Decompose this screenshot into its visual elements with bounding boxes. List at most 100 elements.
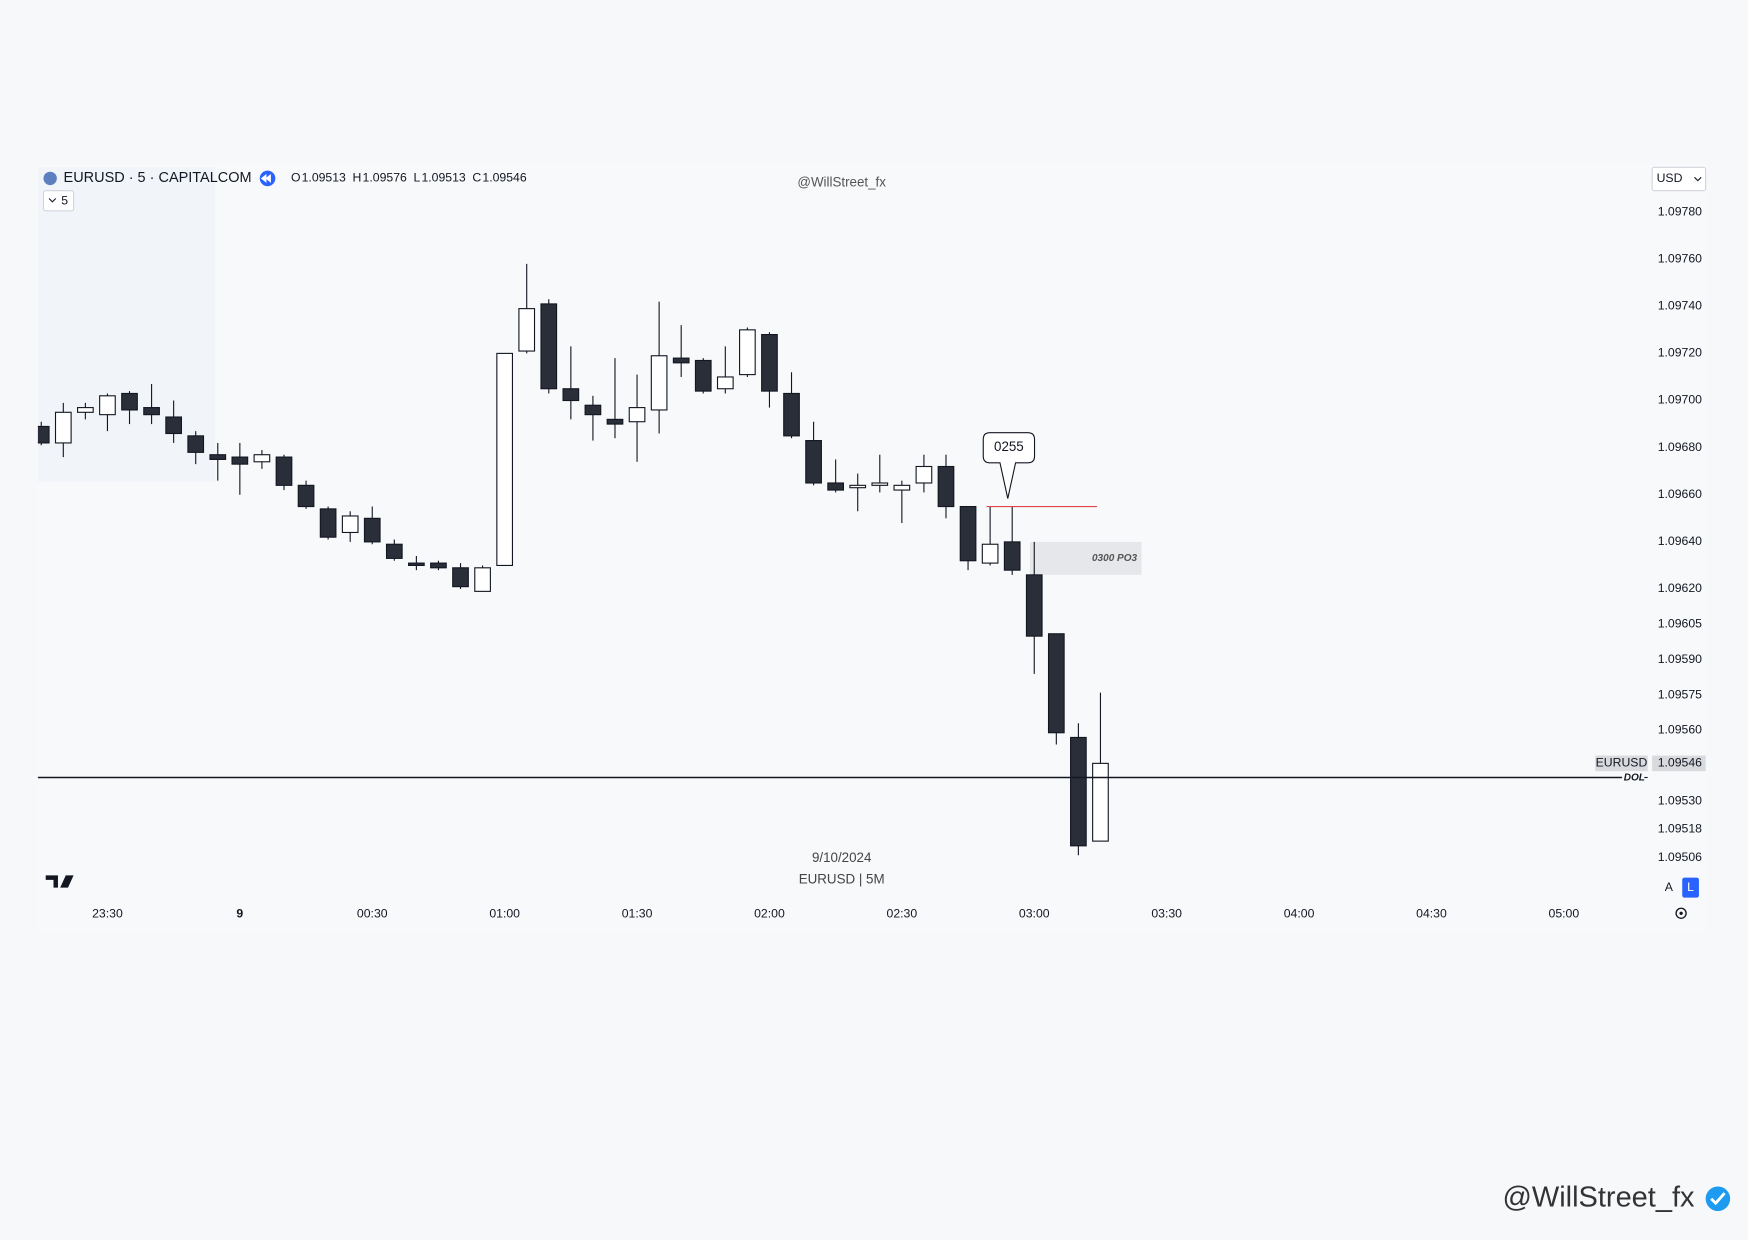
candle-body: [297, 484, 315, 508]
plot: [37, 263, 1142, 856]
x-tick-label: 02:00: [754, 907, 785, 921]
ohlc-value: 1.09576: [363, 171, 407, 185]
y-tick-label: 1.09590: [1658, 652, 1702, 666]
candle-body: [1025, 574, 1043, 637]
interval-dropdown[interactable]: [42, 190, 75, 212]
y-tick-label: 1.09720: [1658, 346, 1702, 360]
candle-body: [187, 435, 205, 453]
y-tick-label: 1.09760: [1658, 251, 1702, 265]
candle-body: [408, 562, 425, 567]
candle-body: [937, 465, 955, 508]
candle-body: [981, 543, 999, 564]
y-tick-label: 1.09506: [1658, 850, 1702, 864]
ohlc-legend: O1.09513 H1.09576 L1.09513 C1.09546: [291, 171, 527, 185]
x-tick-label: 01:30: [622, 907, 653, 921]
ohlc-value: 1.09546: [482, 171, 526, 185]
y-tick-label: 1.09640: [1658, 534, 1702, 548]
candle-body: [915, 465, 933, 484]
price-tag-symbol: EURUSD: [1596, 756, 1648, 770]
y-tick-label: 1.09530: [1658, 793, 1702, 807]
candle-body: [319, 508, 337, 538]
candle-body: [1070, 736, 1087, 847]
currency: USD: [1657, 171, 1683, 185]
candle-body: [209, 454, 227, 460]
caption: EURUSD | 5M: [799, 871, 885, 886]
replay-icon: [260, 173, 271, 183]
candle-body: [165, 416, 183, 435]
candle-body: [1047, 633, 1065, 734]
price-tag-value-bg: [1652, 755, 1706, 772]
x-tick-label: 04:00: [1284, 907, 1315, 921]
log-scale-bg[interactable]: [1682, 877, 1699, 898]
log-scale-button[interactable]: L: [1687, 880, 1694, 894]
candle-body: [99, 395, 116, 416]
candle-body: [893, 484, 911, 491]
chevron: [1694, 176, 1702, 182]
x-tick-label: 00:30: [357, 907, 388, 921]
candle-body: [849, 484, 867, 489]
candle-body: [584, 404, 602, 416]
auto-scale-button[interactable]: A: [1665, 880, 1674, 894]
x-tick-label: 23:30: [92, 907, 123, 921]
candle-body: [1092, 762, 1109, 842]
x-tick-label: 01:00: [489, 907, 520, 921]
candle-body: [231, 456, 249, 465]
currency-dropdown[interactable]: [1651, 166, 1707, 192]
settings-dot: [1679, 911, 1683, 915]
candle-body: [452, 567, 469, 588]
candle-body: [385, 543, 403, 559]
x-tick-label: 03:00: [1019, 907, 1050, 921]
check: [1710, 1192, 1726, 1206]
y-tick-label: 1.09780: [1658, 204, 1702, 218]
candle-body: [562, 388, 580, 402]
watermark: @WillStreet_fx: [797, 174, 886, 189]
chevron: [48, 198, 57, 203]
callout-box: [982, 432, 1036, 499]
candle-body: [341, 515, 359, 534]
candle-body: [805, 440, 822, 484]
candle-body: [518, 308, 536, 352]
date-label: 9/10/2024: [812, 850, 872, 865]
y-tick-label: 1.09680: [1658, 440, 1702, 454]
candle-body: [54, 411, 72, 444]
candle-body: [871, 482, 889, 486]
candle-body: [827, 482, 845, 491]
candle-body: [1003, 541, 1021, 571]
candle-body: [540, 303, 558, 390]
zone: [1030, 541, 1142, 575]
candle-body: [672, 357, 690, 364]
ohlc-value: 1.09513: [421, 171, 465, 185]
candle-body: [121, 392, 138, 411]
candle-body: [275, 456, 293, 486]
candle-body: [363, 517, 381, 543]
candle-body: [143, 407, 160, 416]
y-tick-label: 1.09575: [1658, 687, 1702, 701]
settings-button[interactable]: [1675, 907, 1687, 919]
candle-body: [474, 567, 491, 592]
x-tick-label: 05:00: [1549, 907, 1580, 921]
candle-body: [37, 425, 50, 444]
ohlc-key: O: [291, 171, 301, 185]
price-tag-bg: [1595, 755, 1648, 772]
y-tick-label: 1.09560: [1658, 723, 1702, 737]
candle-body: [761, 333, 778, 392]
callout-text: 0255: [994, 439, 1024, 454]
x-tick-label: 9: [236, 907, 243, 921]
y-tick-label: 1.09605: [1658, 617, 1702, 631]
candle-body: [783, 392, 800, 437]
candle-body: [253, 454, 271, 463]
handle: @WillStreet_fx: [1503, 1181, 1695, 1213]
x-tick-label: 04:30: [1416, 907, 1447, 921]
candle-body: [959, 505, 977, 562]
candle-body: [430, 562, 447, 569]
price-tag-value: 1.09546: [1658, 756, 1702, 770]
candle-body: [628, 407, 646, 423]
y-tick-label: 1.09620: [1658, 581, 1702, 595]
ohlc-key: H: [353, 171, 362, 185]
y-tick-label: 1.09518: [1658, 822, 1702, 836]
ohlc-key: C: [472, 171, 481, 185]
zone-label: 0300 PO3: [1092, 553, 1138, 564]
symbol: EURUSD · 5 · CAPITALCOM: [64, 170, 252, 186]
